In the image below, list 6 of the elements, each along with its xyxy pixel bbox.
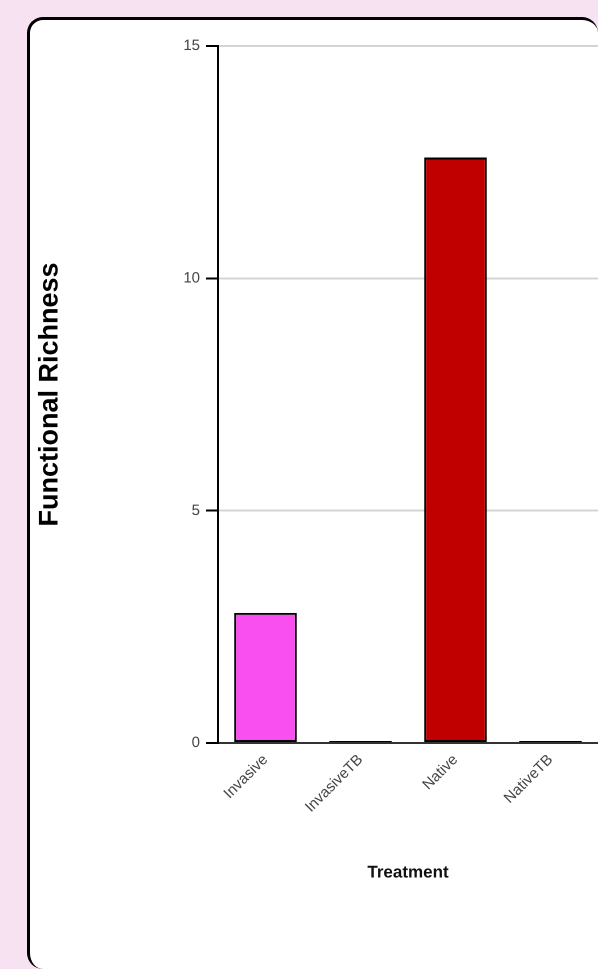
- y-axis-title: Functional Richness: [34, 262, 64, 527]
- y-tick-label: 5: [192, 502, 200, 519]
- y-tick-label: 15: [183, 37, 200, 54]
- y-tick-label: 10: [183, 269, 200, 286]
- x-axis-title: Treatment: [367, 862, 449, 882]
- y-tick-label: 0: [192, 734, 200, 752]
